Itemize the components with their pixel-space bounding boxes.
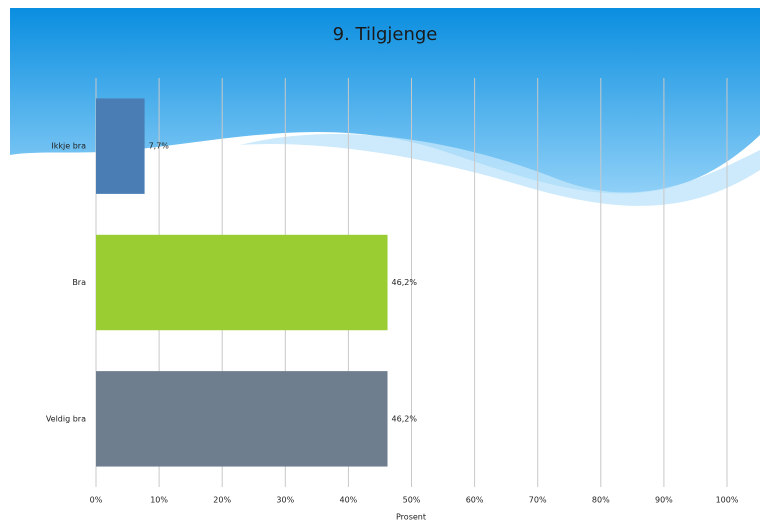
x-tick-label: 20% xyxy=(213,496,231,505)
background-wave xyxy=(10,8,760,194)
bar xyxy=(96,234,388,331)
x-axis-label: Prosent xyxy=(396,513,426,522)
x-tick-label: 40% xyxy=(340,496,358,505)
x-tick-label: 70% xyxy=(529,496,547,505)
y-tick-label: Bra xyxy=(72,278,86,287)
x-tick-label: 50% xyxy=(403,496,421,505)
background-wave-light xyxy=(240,133,760,206)
chart-title: 9. Tilgjenge xyxy=(333,24,438,45)
x-tick-label: 90% xyxy=(655,496,673,505)
x-tick-label: 60% xyxy=(466,496,484,505)
x-tick-label: 80% xyxy=(592,496,610,505)
value-label: 7,7% xyxy=(149,142,170,151)
x-tick-label: 0% xyxy=(90,496,103,505)
x-tick-label: 100% xyxy=(716,496,739,505)
bar xyxy=(96,98,145,194)
value-label: 46,2% xyxy=(392,278,418,287)
x-tick-label: 10% xyxy=(150,496,168,505)
x-tick-label: 30% xyxy=(276,496,294,505)
y-tick-label: Veldig bra xyxy=(46,414,86,423)
bar xyxy=(96,371,388,467)
value-label: 46,2% xyxy=(392,414,418,423)
y-tick-label: Ikkje bra xyxy=(51,142,86,151)
